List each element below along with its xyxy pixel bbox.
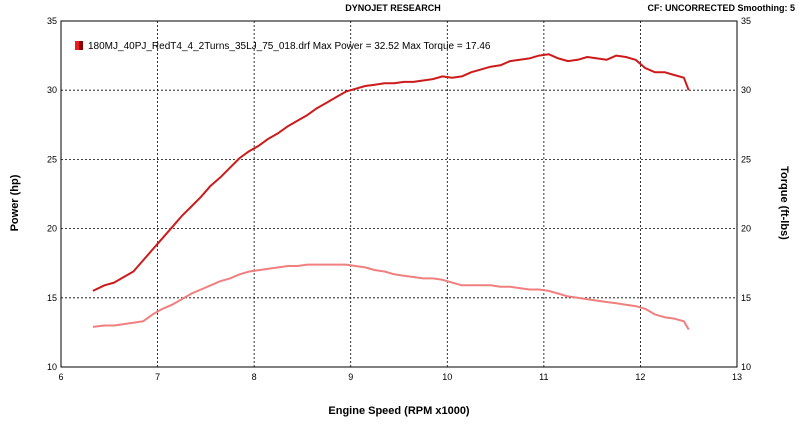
legend: 180MJ_40PJ_RedT4_4_2Turns_35LJ_75_018.dr… — [75, 41, 491, 52]
x-tick-label: 11 — [539, 372, 548, 382]
x-tick-labels: 6 7 8 9 10 11 12 13 — [58, 372, 742, 382]
y2-tick-label: 15 — [741, 293, 751, 303]
x-tick-label: 6 — [58, 372, 63, 382]
x-tick-label: 7 — [155, 372, 160, 382]
y2-tick-labels: 10 15 20 25 30 35 — [741, 16, 751, 372]
series-line-torque — [92, 263, 690, 331]
y-tick-label: 20 — [47, 224, 57, 234]
grid-lines — [61, 21, 737, 367]
x-tick-label: 13 — [732, 372, 742, 382]
settings-label: CF: UNCORRECTED Smoothing: 5 — [648, 3, 796, 13]
y2-axis-label: Torque (ft-lbs) — [778, 166, 790, 240]
series-lines — [92, 53, 690, 331]
plot-frame — [60, 20, 738, 368]
x-tick-label: 8 — [252, 372, 257, 382]
x-tick-label: 9 — [348, 372, 353, 382]
x-tick-label: 10 — [442, 372, 452, 382]
y-tick-label: 35 — [47, 16, 57, 26]
legend-text: 180MJ_40PJ_RedT4_4_2Turns_35LJ_75_018.dr… — [88, 41, 491, 52]
y-axis-label: Power (hp) — [9, 174, 21, 231]
y-tick-label: 15 — [47, 293, 57, 303]
y2-tick-label: 20 — [741, 224, 751, 234]
y2-tick-label: 25 — [741, 154, 751, 164]
y-tick-label: 10 — [47, 362, 57, 372]
y-tick-labels: 10 15 20 25 30 35 — [47, 16, 57, 372]
y2-tick-label: 35 — [741, 16, 751, 26]
x-tick-label: 12 — [635, 372, 645, 382]
series-line-power — [92, 53, 690, 292]
y-tick-label: 30 — [47, 85, 57, 95]
y2-tick-label: 30 — [741, 85, 751, 95]
y-tick-label: 25 — [47, 154, 57, 164]
legend-swatch-primary — [75, 41, 79, 50]
x-axis-label: Engine Speed (RPM x1000) — [328, 405, 470, 417]
y2-tick-label: 10 — [741, 362, 751, 372]
legend-swatch-secondary — [79, 41, 83, 50]
chart-title: DYNOJET RESEARCH — [345, 3, 441, 13]
